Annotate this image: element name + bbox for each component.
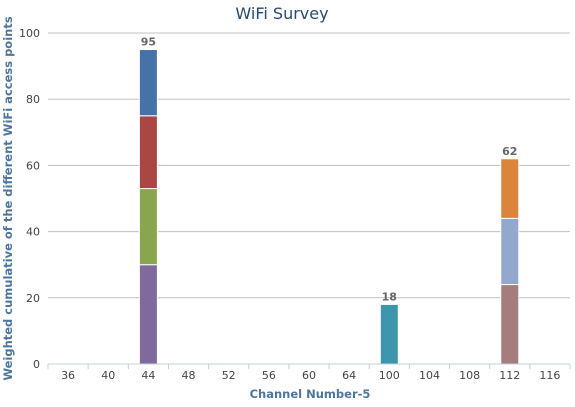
x-tick-label: 52 [222,369,236,382]
x-axis: 36 40 44 48 52 56 60 64 100 104 108 112 116 [47,363,571,382]
x-tick-label: 100 [379,369,400,382]
data-labels: 95 18 62 [141,36,518,304]
bar-segment [379,303,399,365]
y-tick-label: 100 [19,27,40,40]
y-tick-label: 0 [33,358,40,371]
bars [138,49,520,365]
x-tick-label: 116 [539,369,560,382]
x-axis-title: Channel Number-5 [250,387,371,401]
y-axis-title: Weighted cumulative of the different WiF… [1,16,15,380]
y-tick-label: 80 [26,93,40,106]
bar-total-label: 95 [141,36,156,49]
bar-segment [500,217,520,286]
x-tick-label: 40 [101,369,115,382]
bar-segment [138,115,158,190]
x-tick-label: 108 [459,369,480,382]
x-tick-label: 56 [262,369,276,382]
grid-lines: 0 20 40 60 80 100 [19,27,570,371]
x-tick-label: 104 [419,369,440,382]
bar-total-label: 62 [502,145,517,158]
x-tick-label: 36 [61,369,75,382]
bar-segment [138,264,158,365]
bar-segment [500,284,520,365]
x-tick-label: 48 [182,369,196,382]
bar-segment [500,158,520,219]
y-tick-label: 20 [26,292,40,305]
x-tick-label: 60 [302,369,316,382]
chart-title: WiFi Survey [235,4,328,23]
bar-total-label: 18 [382,290,397,303]
x-tick-label: 44 [141,369,155,382]
x-tick-label: 112 [499,369,520,382]
bar-segment [138,49,158,117]
y-tick-label: 60 [26,159,40,172]
x-tick-label: 64 [342,369,356,382]
bar-segment [138,188,158,266]
y-tick-label: 40 [26,226,40,239]
